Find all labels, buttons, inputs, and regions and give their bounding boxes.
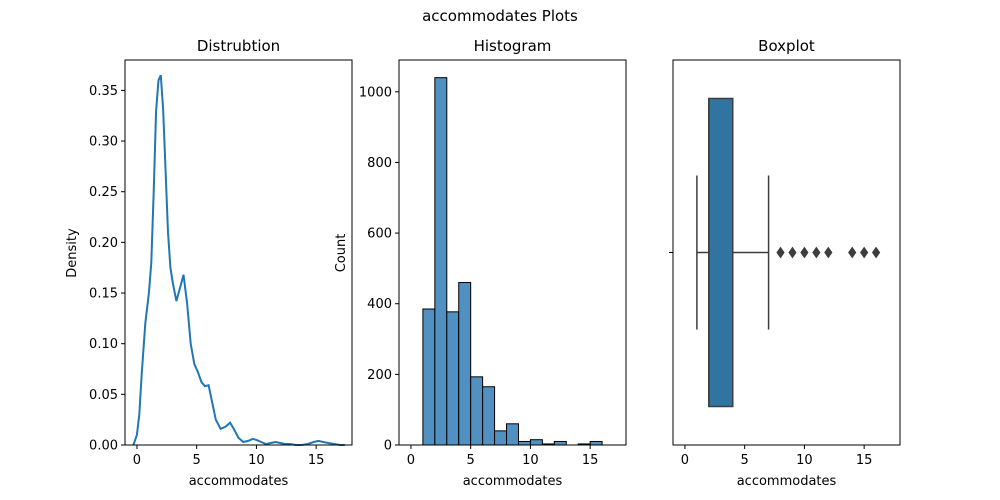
- distribution-ytick-label: 0.05: [89, 388, 118, 403]
- distribution-ytick-label: 0.20: [89, 236, 118, 251]
- distribution-ytick-label: 0.00: [89, 439, 118, 454]
- histogram-bar: [482, 386, 496, 446]
- histogram-bar: [470, 376, 484, 446]
- panel-distribution: Distrubtion 0 5 10 15 0.00 0.05 0.10 0.15 0.20 0.…: [65, 37, 353, 489]
- histogram-bar: [446, 311, 460, 446]
- boxplot-outlier: [800, 246, 809, 259]
- distribution-ytick-label: 0.25: [89, 185, 118, 200]
- histogram-axes-frame: [398, 59, 627, 446]
- boxplot-outlier: [860, 246, 869, 259]
- boxplot-outlier: [848, 246, 857, 259]
- histogram-ytick-label: 800: [367, 156, 392, 171]
- histogram-bar: [506, 423, 519, 446]
- distribution-xtick-label: 10: [248, 453, 265, 468]
- distribution-ytick-label: 0.15: [89, 287, 118, 302]
- histogram-ytick-label: 400: [367, 297, 392, 312]
- histogram-bar: [434, 77, 448, 446]
- histogram-ytick-label: 600: [367, 227, 392, 242]
- boxplot-outlier: [776, 246, 785, 259]
- boxplot-ticks: 0 5 10 15: [669, 252, 873, 468]
- figure-suptitle: accommodates Plots: [422, 7, 578, 25]
- distribution-ytick-label: 0.35: [89, 84, 118, 99]
- histogram-xtick-label: 15: [582, 453, 599, 468]
- histogram-ticks: 0 5 10 15 0 200 400 600 800 1000: [359, 85, 599, 468]
- histogram-bars: [422, 77, 603, 446]
- boxplot-title: Boxplot: [758, 37, 815, 55]
- boxplot-xtick-label: 10: [796, 453, 813, 468]
- histogram-bar: [553, 440, 567, 446]
- distribution-xtick-label: 0: [133, 453, 141, 468]
- boxplot-xtick-label: 15: [856, 453, 873, 468]
- histogram-bar: [458, 282, 472, 446]
- histogram-title: Histogram: [474, 37, 552, 55]
- boxplot-outlier: [788, 246, 797, 259]
- boxplot-xtick-label: 5: [741, 453, 749, 468]
- boxplot-outlier: [871, 246, 881, 259]
- distribution-xtick-label: 15: [308, 453, 325, 468]
- boxplot-box: [708, 97, 734, 408]
- histogram-bar: [589, 440, 603, 446]
- boxplot-marks: [696, 97, 881, 408]
- panel-boxplot: Boxplot 0 5 10 15 accommodates: [669, 37, 901, 489]
- distribution-axes-frame: [124, 59, 353, 446]
- histogram-xtick-label: 10: [522, 453, 539, 468]
- distribution-ytick-label: 0.30: [89, 135, 118, 150]
- distribution-xtick-label: 5: [193, 453, 201, 468]
- distribution-xlabel: accommodates: [189, 474, 289, 489]
- histogram-bar: [517, 440, 531, 446]
- histogram-xtick-label: 0: [407, 453, 415, 468]
- distribution-title: Distrubtion: [197, 37, 280, 55]
- histogram-bar: [494, 430, 508, 446]
- histogram-bar: [422, 308, 436, 446]
- boxplot-outlier: [812, 246, 821, 259]
- boxplot-xtick-label: 0: [681, 453, 689, 468]
- boxplot-xlabel: accommodates: [737, 474, 837, 489]
- density-line: [132, 74, 345, 446]
- histogram-xtick-label: 5: [467, 453, 475, 468]
- boxplot-outlier: [824, 246, 833, 259]
- panel-histogram: Histogram 0 5 10 15 0 200 400 600 800 1000 accomm…: [334, 37, 627, 489]
- distribution-ytick-label: 0.10: [89, 337, 118, 352]
- boxplot-axes-frame: [672, 59, 901, 446]
- histogram-xlabel: accommodates: [463, 474, 563, 489]
- histogram-bar: [529, 439, 543, 446]
- histogram-ytick-label: 0: [384, 439, 392, 454]
- histogram-ylabel: Count: [334, 234, 349, 273]
- histogram-ytick-label: 1000: [359, 85, 392, 100]
- distribution-ylabel: Density: [65, 228, 80, 278]
- distribution-ticks: 0 5 10 15 0.00 0.05 0.10 0.15 0.20 0.25 0.30 0.35: [89, 84, 324, 468]
- histogram-ytick-label: 200: [367, 368, 392, 383]
